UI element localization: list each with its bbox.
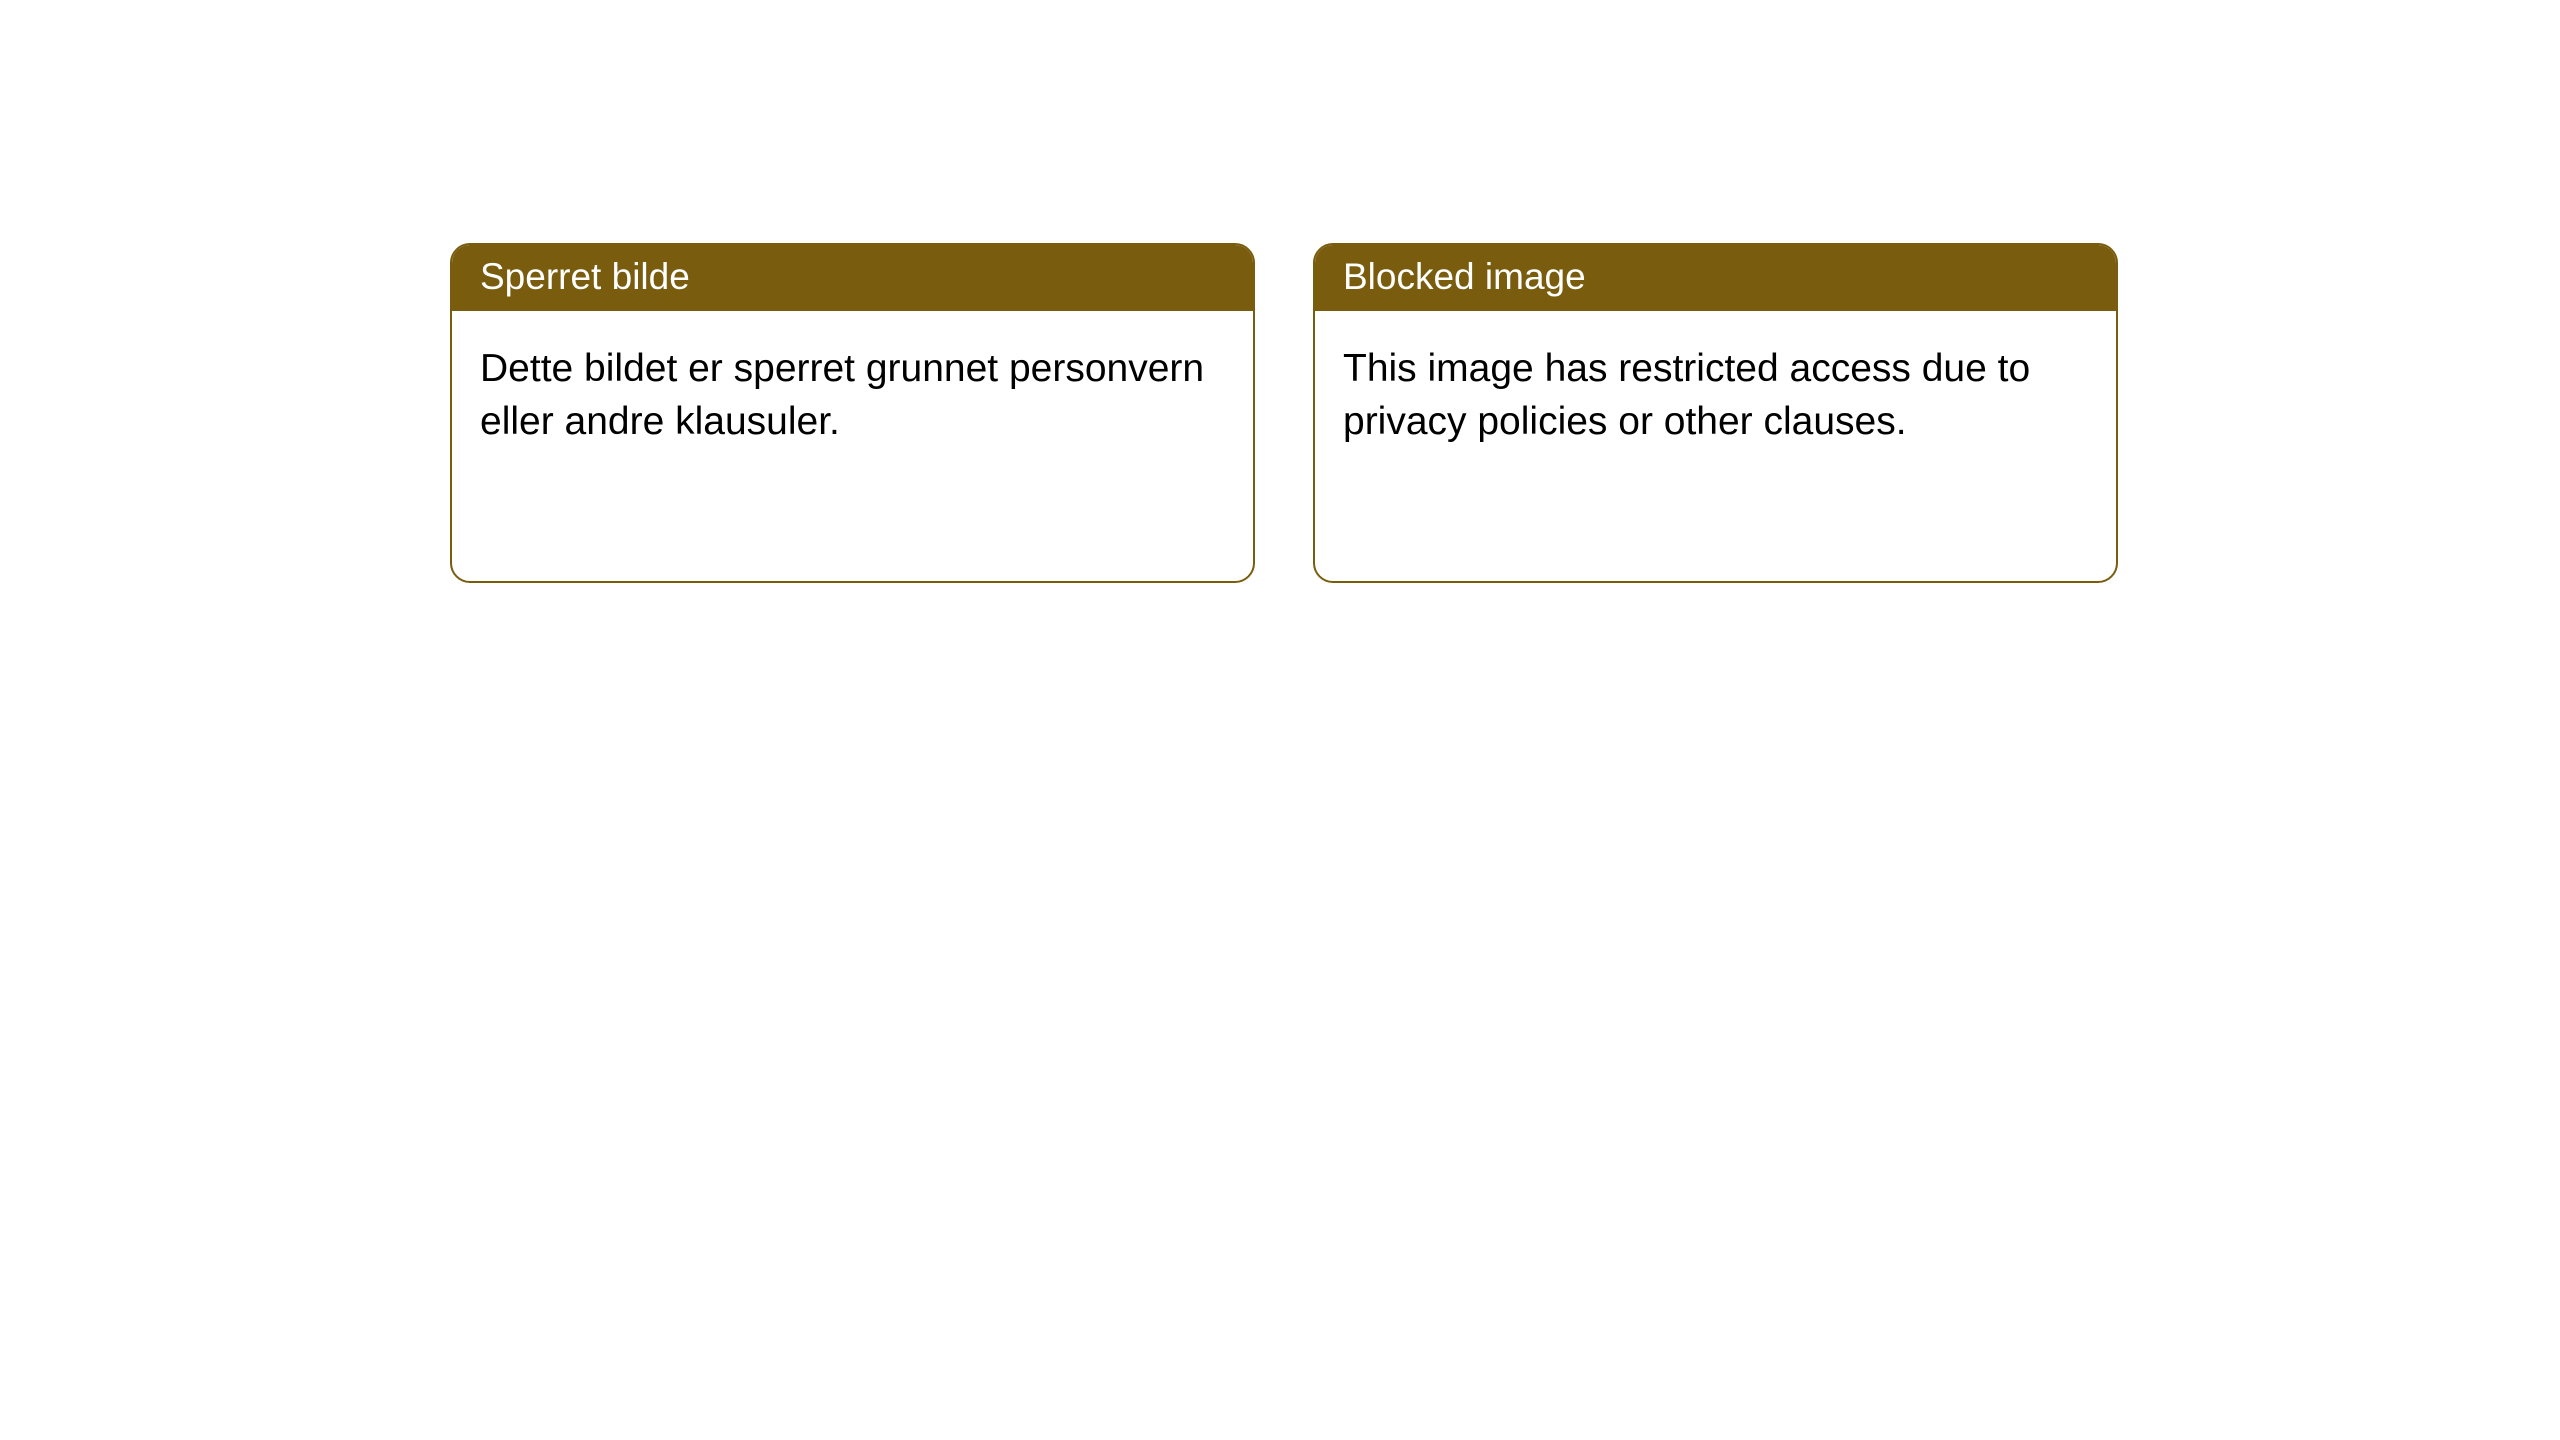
card-title-norwegian: Sperret bilde xyxy=(452,245,1253,311)
card-body-english: This image has restricted access due to … xyxy=(1315,311,2116,480)
blocked-image-notice-container: Sperret bilde Dette bildet er sperret gr… xyxy=(0,0,2560,583)
card-body-norwegian: Dette bildet er sperret grunnet personve… xyxy=(452,311,1253,480)
blocked-image-card-norwegian: Sperret bilde Dette bildet er sperret gr… xyxy=(450,243,1255,583)
card-title-english: Blocked image xyxy=(1315,245,2116,311)
blocked-image-card-english: Blocked image This image has restricted … xyxy=(1313,243,2118,583)
